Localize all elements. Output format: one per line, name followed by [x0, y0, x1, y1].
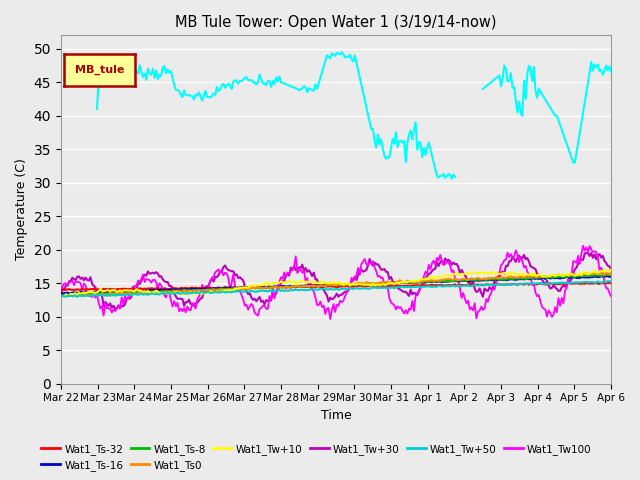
- Y-axis label: Temperature (C): Temperature (C): [15, 158, 28, 260]
- X-axis label: Time: Time: [321, 409, 351, 422]
- Title: MB Tule Tower: Open Water 1 (3/19/14-now): MB Tule Tower: Open Water 1 (3/19/14-now…: [175, 15, 497, 30]
- Legend: Wat1_Ts-32, Wat1_Ts-16, Wat1_Ts-8, Wat1_Ts0, Wat1_Tw+10, Wat1_Tw+30, Wat1_Tw+50,: Wat1_Ts-32, Wat1_Ts-16, Wat1_Ts-8, Wat1_…: [37, 439, 596, 475]
